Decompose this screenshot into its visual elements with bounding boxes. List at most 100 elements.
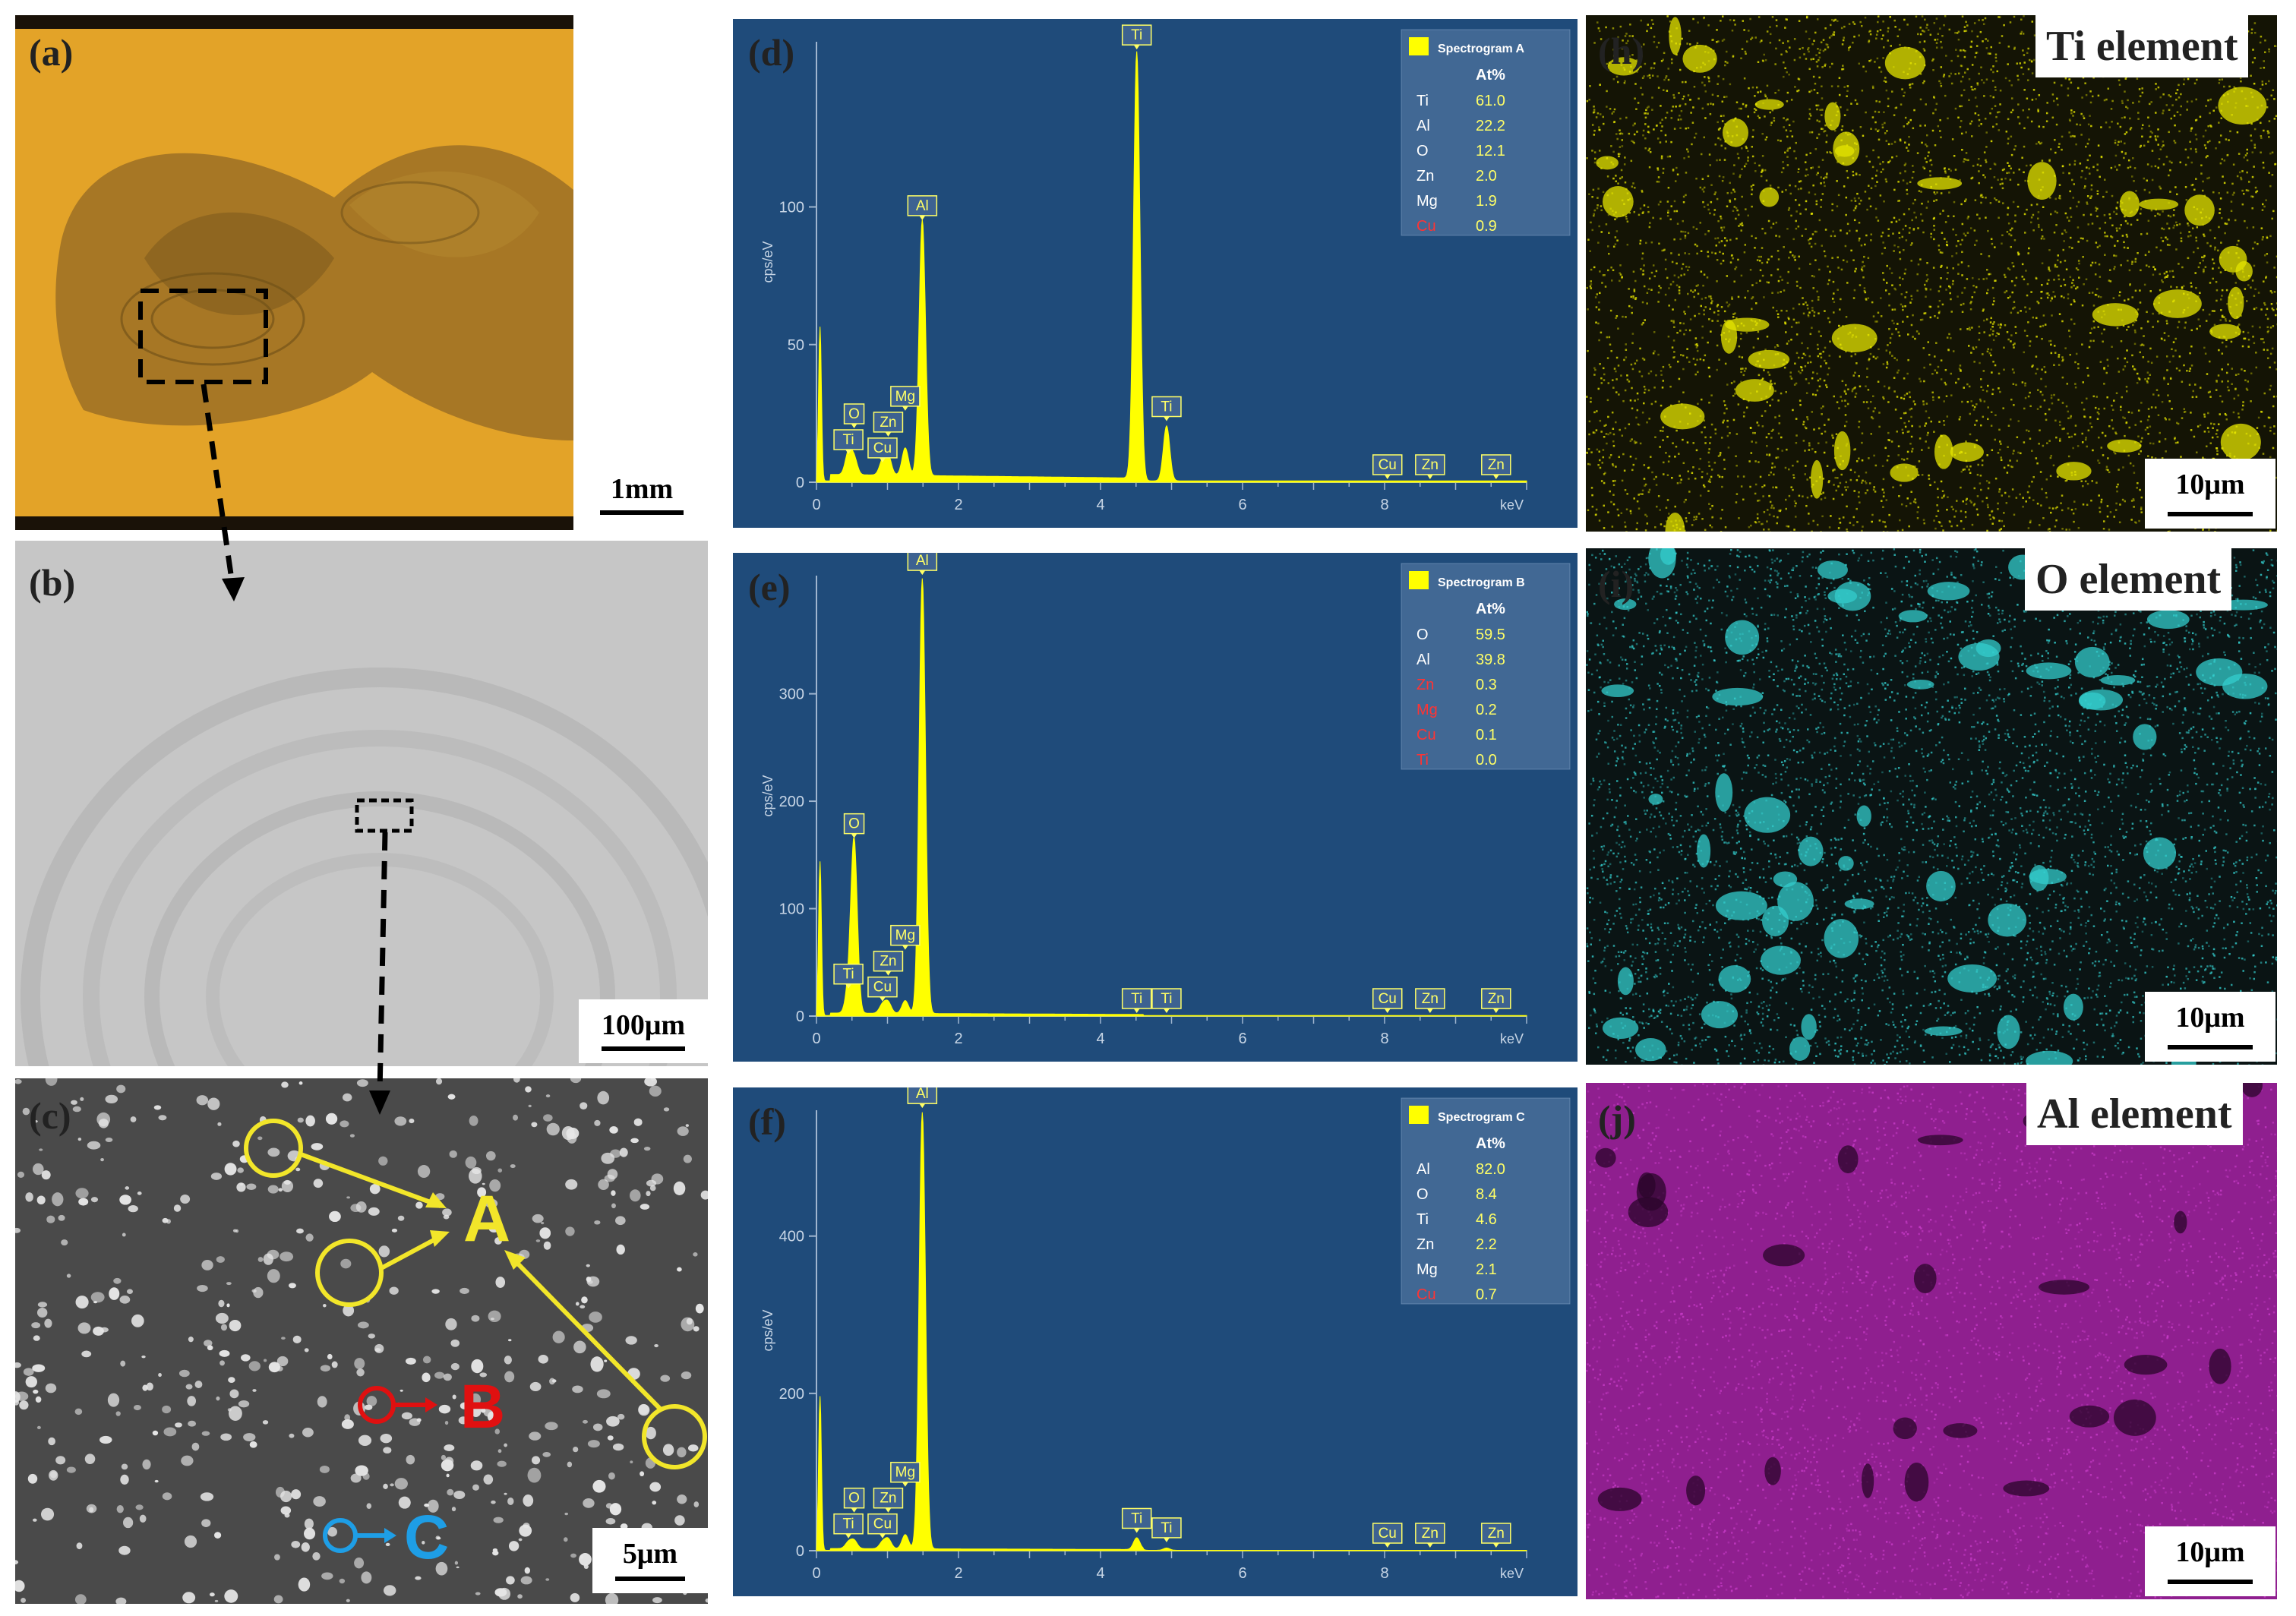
scale-bar-line <box>2168 1045 2253 1049</box>
x-tick-label: 2 <box>954 497 962 513</box>
sem-particles <box>15 1078 708 1604</box>
marker-circle-a1 <box>244 1119 303 1178</box>
legend-value: 39.8 <box>1476 652 1505 668</box>
svg-text:Ti: Ti <box>1131 991 1142 1007</box>
svg-text:Zn: Zn <box>880 954 896 970</box>
peak-label: Cu <box>1372 1523 1403 1548</box>
peak-label: Cu <box>1372 454 1403 479</box>
peak-label: Zn <box>873 950 904 976</box>
spectrum-series <box>816 578 1527 1017</box>
svg-text:Ti: Ti <box>1161 399 1172 415</box>
x-tick-label: 0 <box>812 1031 820 1047</box>
spectrum-series <box>816 1112 1527 1551</box>
x-axis-label: keV <box>1500 1566 1524 1581</box>
svg-text:O: O <box>848 406 860 422</box>
panel-label-e: (e) <box>748 566 791 608</box>
panel-label-c: (c) <box>29 1094 71 1137</box>
ti-map-dots <box>1586 15 2277 532</box>
legend: Spectrogram B At% O 59.5 Al 39.8 Zn 0.3 Mg 0.2 Cu 0… <box>1401 563 1571 770</box>
legend-element: Cu <box>1416 1286 1436 1303</box>
scale-bar-line <box>2168 512 2253 516</box>
spectrum-bg <box>733 1087 1578 1596</box>
y-tick-label: 100 <box>779 200 804 216</box>
svg-text:Mg: Mg <box>895 1465 915 1481</box>
legend-element: Cu <box>1416 218 1436 235</box>
svg-text:Cu: Cu <box>1379 991 1397 1007</box>
marker-overlay: A B C <box>244 1119 707 1572</box>
y-axis-label: cps/eV <box>760 775 775 816</box>
svg-text:Mg: Mg <box>895 928 915 944</box>
legend-header: At% <box>1476 1135 1505 1152</box>
scale-bar-line <box>600 510 684 515</box>
peak-label: Ti <box>1151 1517 1182 1542</box>
svg-text:Cu: Cu <box>873 440 892 456</box>
scale-bar-line <box>615 1577 685 1581</box>
x-axis-label: keV <box>1500 1031 1524 1046</box>
zoom-box-b <box>355 798 414 833</box>
peak-label: Cu <box>867 437 898 462</box>
y-tick-label: 50 <box>788 337 804 354</box>
x-tick-label: 0 <box>812 1565 820 1582</box>
marker-label-b: B <box>460 1372 505 1441</box>
legend-value: 61.0 <box>1476 93 1505 109</box>
marker-label-a: A <box>463 1182 510 1255</box>
svg-text:Zn: Zn <box>1422 457 1439 473</box>
legend-element: O <box>1416 1186 1429 1203</box>
peak-label: Zn <box>1481 454 1511 479</box>
svg-text:Zn: Zn <box>880 1491 896 1507</box>
peak-label: Zn <box>1415 1523 1445 1548</box>
scale-bar-c: 5μm <box>592 1528 708 1593</box>
legend-value: 1.9 <box>1476 193 1497 210</box>
scale-bar-h: 10μm <box>2145 459 2275 529</box>
peak-label: Cu <box>867 976 898 1002</box>
peak-label: Cu <box>1372 988 1403 1013</box>
optical-texture <box>15 15 573 530</box>
x-tick-label: 8 <box>1380 1565 1388 1582</box>
legend: Spectrogram C At% Al 82.0 O 8.4 Ti 4.6 Zn 2.2 Mg 2.… <box>1401 1097 1571 1305</box>
peak-label: Zn <box>1415 454 1445 479</box>
marker-label-c: C <box>404 1503 449 1572</box>
legend-title: Spectrogram B <box>1438 576 1525 589</box>
legend-title: Spectrogram A <box>1438 43 1525 55</box>
y-tick-label: 300 <box>779 686 804 703</box>
peak-label: O <box>843 403 865 428</box>
peak-label: Ti <box>1121 24 1152 50</box>
x-tick-label: 2 <box>954 1565 962 1582</box>
x-tick-label: 8 <box>1380 1031 1388 1047</box>
scale-bar-text: 100μm <box>601 1009 686 1041</box>
legend-element: Ti <box>1416 752 1429 769</box>
svg-text:Zn: Zn <box>1488 991 1505 1007</box>
al-map-dots <box>1586 1083 2277 1599</box>
svg-text:O: O <box>848 1491 860 1507</box>
x-tick-label: 8 <box>1380 497 1388 513</box>
legend-value: 2.1 <box>1476 1261 1497 1278</box>
svg-text:Al: Al <box>916 198 929 214</box>
y-tick-label: 200 <box>779 1386 804 1403</box>
peak-label: Al <box>907 1083 938 1109</box>
peak-label: Al <box>907 195 938 220</box>
eds-spectrum-f: 0 200 400 0 2 4 6 8 keV cps/eV Ti O Cu Zn Mg Al Ti Ti Cu Zn… <box>733 1083 1578 1596</box>
legend-value: 0.2 <box>1476 702 1497 718</box>
marker-circle-c <box>323 1518 358 1553</box>
y-axis-label: cps/eV <box>760 241 775 282</box>
svg-text:Zn: Zn <box>1422 991 1439 1007</box>
svg-text:Zn: Zn <box>1422 1526 1439 1542</box>
sem-micrograph-low-mag <box>15 541 708 1066</box>
svg-text:Zn: Zn <box>1488 1526 1505 1542</box>
svg-text:Al: Al <box>916 553 929 569</box>
svg-text:Al: Al <box>916 1087 929 1102</box>
sem-texture <box>21 668 708 1066</box>
x-tick-label: 2 <box>954 1031 962 1047</box>
legend-value: 0.0 <box>1476 752 1497 769</box>
legend-element: O <box>1416 627 1429 643</box>
legend: Spectrogram A At% Ti 61.0 Al 22.2 O 12.1 Zn 2.0 Mg… <box>1401 29 1571 236</box>
legend-value: 12.1 <box>1476 143 1505 159</box>
scale-bar-b: 100μm <box>579 999 708 1063</box>
peak-label: Cu <box>867 1513 898 1539</box>
svg-text:Ti: Ti <box>1131 27 1142 43</box>
svg-text:Mg: Mg <box>895 389 915 405</box>
legend-value: 0.7 <box>1476 1286 1497 1303</box>
x-tick-label: 6 <box>1238 1565 1246 1582</box>
svg-text:Ti: Ti <box>843 1517 854 1532</box>
legend-element: Cu <box>1416 727 1436 743</box>
